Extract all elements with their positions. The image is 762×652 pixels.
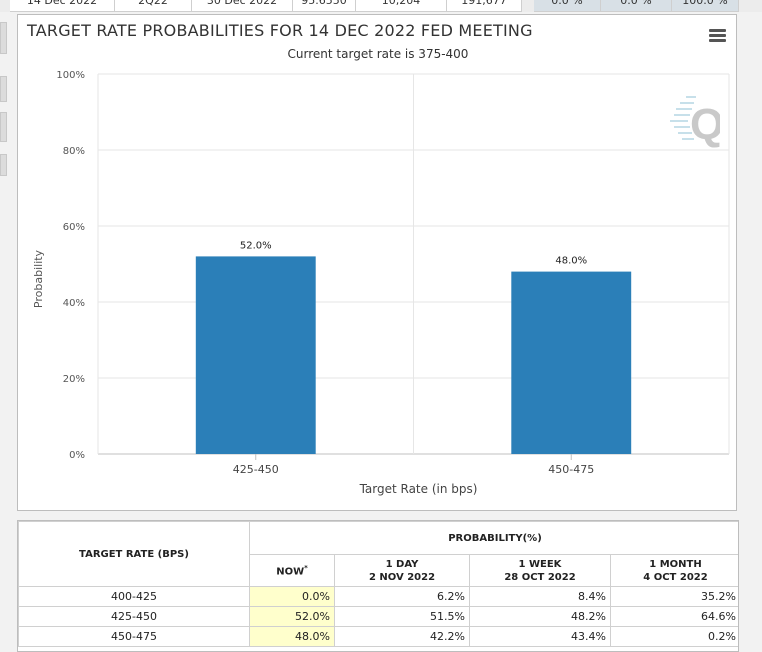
now-footnote-mark: * <box>304 564 308 573</box>
prev-cell: 191,677 <box>447 0 522 12</box>
rate-cell: 400-425 <box>18 586 250 607</box>
x-axis-title: Target Rate (in bps) <box>359 482 478 496</box>
week-cell: 43.4% <box>469 626 611 647</box>
prev-cell: 0.0 % <box>534 0 601 12</box>
y-tick-label: 0% <box>69 450 85 461</box>
left-tab[interactable] <box>0 22 7 54</box>
prev-cell: 2Q22 <box>115 0 192 12</box>
header-probability: PROBABILITY(%) <box>249 521 738 555</box>
y-tick-label: 40% <box>63 298 85 309</box>
bar-chart: 0% 20% 40% 60% 80% 100% 52.0% 425-450 48.0% 450-4… <box>32 70 730 496</box>
data-label: 52.0% <box>240 240 272 251</box>
now-cell: 0.0% <box>249 586 335 607</box>
y-tick-label: 100% <box>56 70 85 81</box>
table-row: 450-475 48.0% 42.2% 43.4% 0.2% <box>18 626 738 647</box>
y-axis-title: Probability <box>32 249 45 308</box>
prev-cell: 95.6550 <box>293 0 356 12</box>
day-cell: 51.5% <box>334 606 470 627</box>
x-tick-label: 450-475 <box>548 463 594 476</box>
prev-cell: 14 Dec 2022 <box>10 0 115 12</box>
rate-cell: 450-475 <box>18 626 250 647</box>
left-tab[interactable] <box>0 76 7 102</box>
header-1-month: 1 MONTH 4 OCT 2022 <box>610 554 738 587</box>
chart-panel: 0% 20% 40% 60% 80% 100% 52.0% 425-450 48.0% 450-4… <box>17 14 737 511</box>
probability-table: TARGET RATE (BPS) PROBABILITY(%) NOW* 1 … <box>18 521 738 647</box>
table-row: 400-425 0.0% 6.2% 8.4% 35.2% <box>18 586 738 607</box>
col-label: 1 DAY <box>385 558 419 570</box>
col-date: 4 OCT 2022 <box>643 571 708 583</box>
data-label: 48.0% <box>555 256 587 267</box>
y-tick-label: 60% <box>63 222 85 233</box>
bar <box>195 256 316 454</box>
now-cell: 52.0% <box>249 606 335 627</box>
month-cell: 35.2% <box>610 586 738 607</box>
week-cell: 48.2% <box>469 606 611 627</box>
left-tab[interactable] <box>0 112 7 142</box>
hamburger-menu-icon[interactable] <box>709 29 726 43</box>
y-tick-label: 80% <box>63 146 85 157</box>
chart-subtitle: Current target rate is 375-400 <box>287 47 469 61</box>
header-target-rate: TARGET RATE (BPS) <box>18 521 250 587</box>
left-tab[interactable] <box>0 154 7 176</box>
chart-title: TARGET RATE PROBABILITIES FOR 14 DEC 202… <box>27 21 533 40</box>
q-logo-icon: Q <box>670 96 720 149</box>
logo-letter: Q <box>690 100 720 149</box>
week-cell: 8.4% <box>469 586 611 607</box>
prev-cell: 0.0 % <box>601 0 672 12</box>
rate-cell: 425-450 <box>18 606 250 627</box>
month-cell: 0.2% <box>610 626 738 647</box>
header-now: NOW* <box>249 554 335 587</box>
left-tab-strip <box>0 12 7 652</box>
table-row: 425-450 52.0% 51.5% 48.2% 64.6% <box>18 606 738 627</box>
now-cell: 48.0% <box>249 626 335 647</box>
header-1-week: 1 WEEK 28 OCT 2022 <box>469 554 611 587</box>
prev-cell: 100.0 % <box>672 0 739 12</box>
now-label: NOW <box>276 566 305 578</box>
month-cell: 64.6% <box>610 606 738 627</box>
day-cell: 42.2% <box>334 626 470 647</box>
col-date: 28 OCT 2022 <box>504 571 576 583</box>
prev-cell: 30 Dec 2022 <box>192 0 293 12</box>
bar <box>511 271 632 454</box>
probability-table-panel: TARGET RATE (BPS) PROBABILITY(%) NOW* 1 … <box>17 520 739 652</box>
header-1-day: 1 DAY 2 NOV 2022 <box>334 554 470 587</box>
col-date: 2 NOV 2022 <box>368 571 436 583</box>
x-tick-label: 425-450 <box>233 463 279 476</box>
col-label: 1 WEEK <box>518 558 562 570</box>
col-label: 1 MONTH <box>649 558 702 570</box>
prev-cell: 10,204 <box>356 0 447 12</box>
day-cell: 6.2% <box>334 586 470 607</box>
y-tick-label: 20% <box>63 374 85 385</box>
previous-table-strip: 14 Dec 2022 2Q22 30 Dec 2022 95.6550 10,… <box>0 0 762 12</box>
